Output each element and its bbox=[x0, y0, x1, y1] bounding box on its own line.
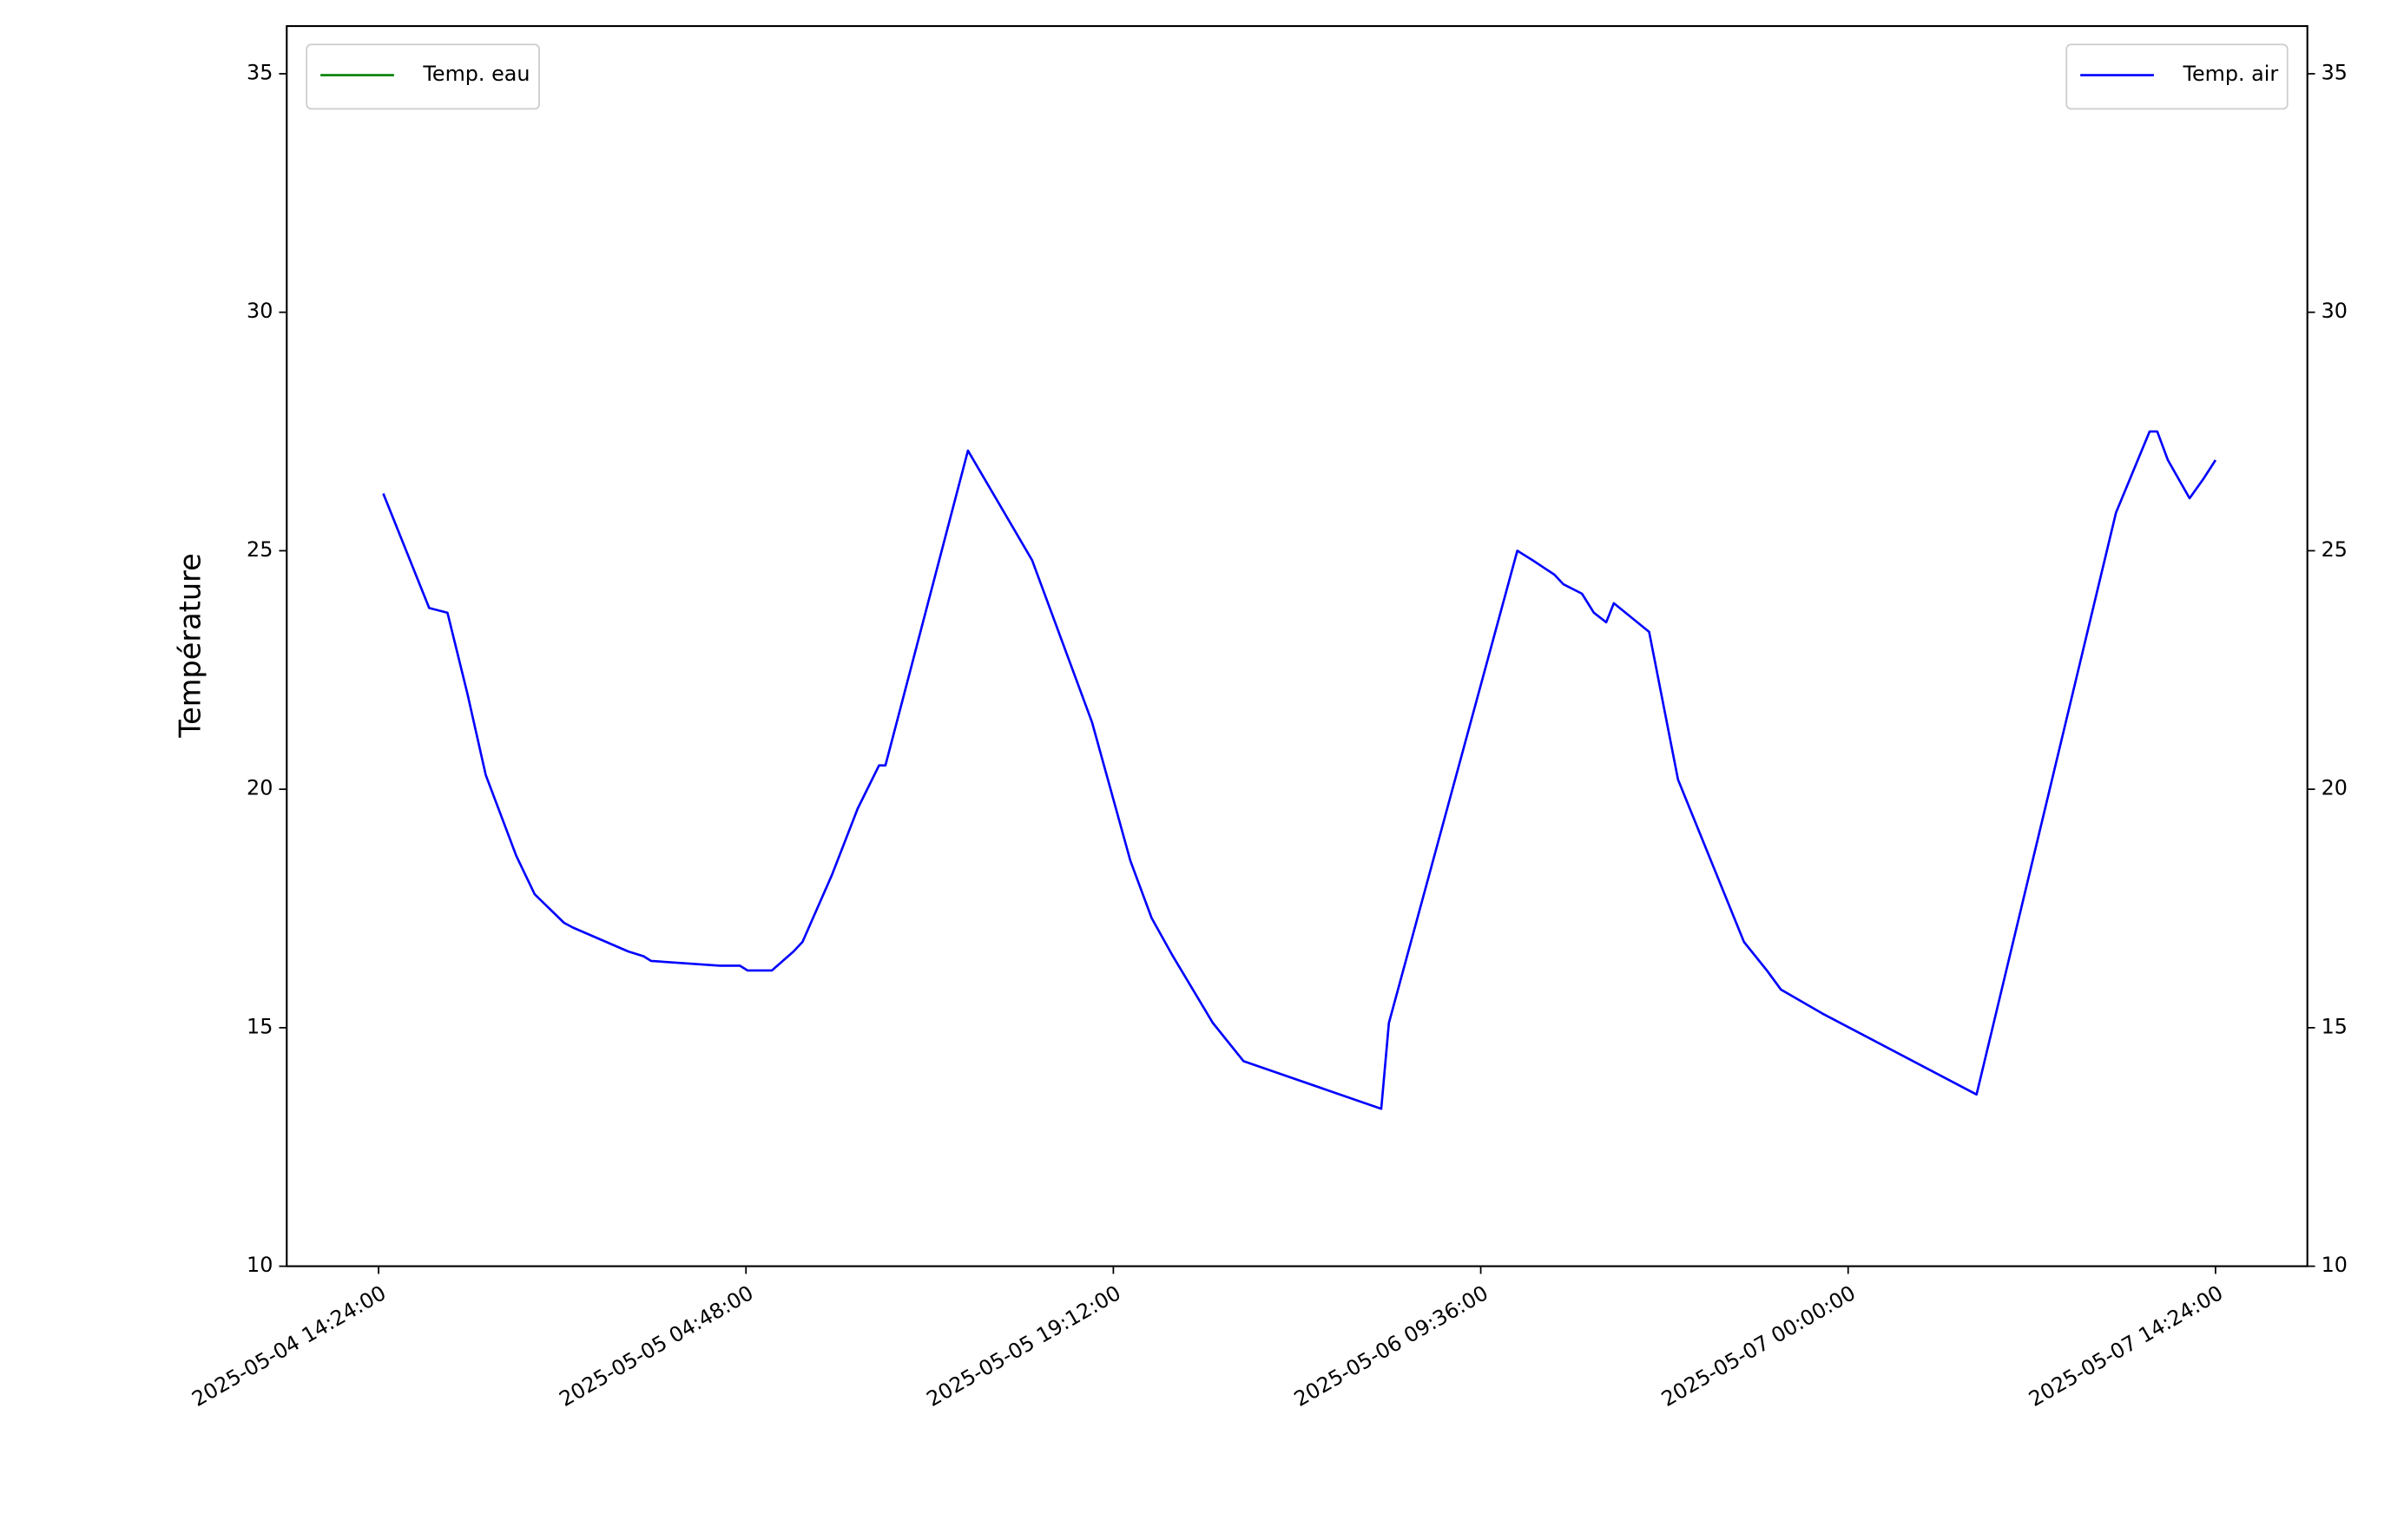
x-tick-label: 2025-05-06 09:36:00 bbox=[1290, 1280, 1492, 1412]
y-tick-label: 15 bbox=[247, 1014, 273, 1038]
plot-frame bbox=[286, 24, 2308, 1267]
legend: Temp. air bbox=[2065, 43, 2289, 110]
y-tick-label: 30 bbox=[247, 299, 273, 323]
y2-tick-label: 20 bbox=[2322, 776, 2348, 800]
legend-label: Temp. air bbox=[2182, 62, 2278, 86]
y-tick-label: 35 bbox=[247, 60, 273, 84]
legend-box bbox=[2065, 43, 2289, 110]
y-axis-label: Température bbox=[173, 553, 207, 739]
x-tick-label: 2025-05-07 14:24:00 bbox=[2025, 1280, 2227, 1412]
y-tick-label: 25 bbox=[247, 537, 273, 562]
y2-tick-label: 25 bbox=[2322, 537, 2348, 562]
x-tick-label: 2025-05-04 14:24:00 bbox=[188, 1280, 390, 1412]
legend-box bbox=[306, 43, 540, 110]
legend-label: Temp. eau bbox=[422, 62, 530, 86]
y2-tick-label: 10 bbox=[2322, 1253, 2348, 1277]
x-tick-label: 2025-05-05 19:12:00 bbox=[923, 1280, 1125, 1412]
y2-tick-label: 30 bbox=[2322, 299, 2348, 323]
x-tick-label: 2025-05-07 00:00:00 bbox=[1657, 1280, 1860, 1412]
legend: Temp. eau bbox=[306, 43, 540, 110]
y2-tick-label: 35 bbox=[2322, 60, 2348, 84]
y-tick-label: 10 bbox=[247, 1253, 273, 1277]
series-line bbox=[382, 430, 2217, 1110]
y2-tick-label: 15 bbox=[2322, 1014, 2348, 1038]
y-tick-label: 20 bbox=[247, 776, 273, 800]
x-tick-label: 2025-05-05 04:48:00 bbox=[555, 1280, 757, 1412]
